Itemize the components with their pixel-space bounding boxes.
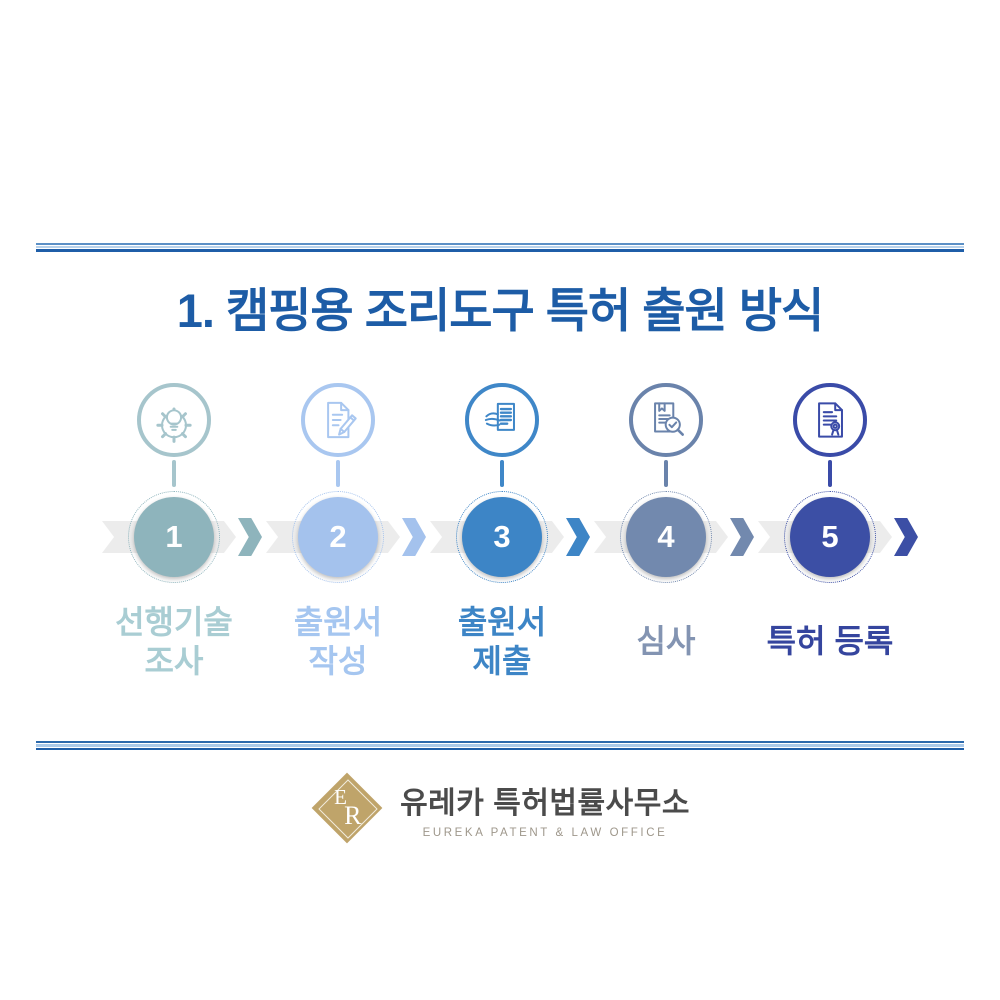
logo-diamond: E R	[310, 771, 384, 845]
step-label-line: 작성	[308, 643, 368, 679]
step-number-circle: 2	[292, 491, 384, 583]
step-label: 선행기술 조사	[82, 599, 266, 685]
top-divider	[36, 243, 964, 252]
bottom-divider-line-2	[36, 744, 964, 747]
firm-name-english: EUREKA PATENT & LAW OFFICE	[422, 826, 668, 839]
step-number-circle: 4	[620, 491, 712, 583]
step-3: 3 출원서 제출	[420, 383, 590, 693]
step-label: 특허 등록	[738, 599, 922, 685]
certificate-seal-icon	[805, 395, 855, 445]
step-connector	[828, 460, 832, 487]
step-label-line: 심사	[636, 623, 696, 660]
firm-name-korean: 유레카 특허법률사무소	[400, 786, 690, 820]
document-magnifier-check-icon	[641, 395, 691, 445]
bottom-divider-line-1	[36, 741, 964, 743]
logo-monogram-e: E	[334, 785, 347, 809]
document-submit-icon	[477, 395, 527, 445]
step-label-line: 선행기술	[115, 603, 233, 640]
footer-logo: E R 유레카 특허법률사무소 EUREKA PATENT & LAW OFFI…	[0, 765, 1000, 851]
step-number: 1	[165, 519, 183, 554]
step-label-line: 제출	[472, 643, 532, 679]
step-chevron-icon	[894, 518, 918, 556]
step-icon-circle	[137, 383, 211, 457]
step-connector	[500, 460, 504, 487]
step-label-line: 출원서	[293, 603, 383, 640]
step-label-line: 조사	[144, 643, 204, 679]
step-icon-circle	[793, 383, 867, 457]
step-number: 3	[493, 519, 511, 554]
step-label: 출원서 작성	[246, 599, 430, 685]
step-number-circle: 3	[456, 491, 548, 583]
step-2: 2 출원서 작성	[256, 383, 426, 693]
step-number-circle: 5	[784, 491, 876, 583]
top-divider-line-1	[36, 243, 964, 245]
step-icon-circle	[465, 383, 539, 457]
step-number: 2	[329, 519, 347, 554]
step-number-circle: 1	[128, 491, 220, 583]
firm-name-block: 유레카 특허법률사무소 EUREKA PATENT & LAW OFFICE	[400, 778, 690, 839]
step-label-line: 특허 등록	[766, 623, 894, 660]
step-connector	[664, 460, 668, 487]
bottom-divider	[36, 741, 964, 750]
step-connector	[336, 460, 340, 487]
step-5: 5 특허 등록	[748, 383, 918, 693]
step-icon-circle	[301, 383, 375, 457]
step-1: 1 선행기술 조사	[92, 383, 262, 693]
step-number: 5	[821, 519, 839, 554]
step-label: 출원서 제출	[410, 599, 594, 685]
step-connector	[172, 460, 176, 487]
step-number: 4	[657, 519, 675, 554]
process-steps: 1 선행기술 조사 2 출원서 작성	[92, 383, 918, 693]
logo-monogram-r: R	[344, 801, 362, 830]
bottom-divider-line-3	[36, 748, 964, 750]
step-4: 4 심사	[584, 383, 754, 693]
gear-lightbulb-icon	[149, 395, 199, 445]
step-label-line: 출원서	[457, 603, 547, 640]
step-label: 심사	[574, 599, 758, 685]
document-pencil-icon	[313, 395, 363, 445]
page-title: 1. 캠핑용 조리도구 특허 출원 방식	[176, 284, 825, 337]
top-divider-line-3	[36, 249, 964, 252]
step-icon-circle	[629, 383, 703, 457]
top-divider-line-2	[36, 246, 964, 248]
